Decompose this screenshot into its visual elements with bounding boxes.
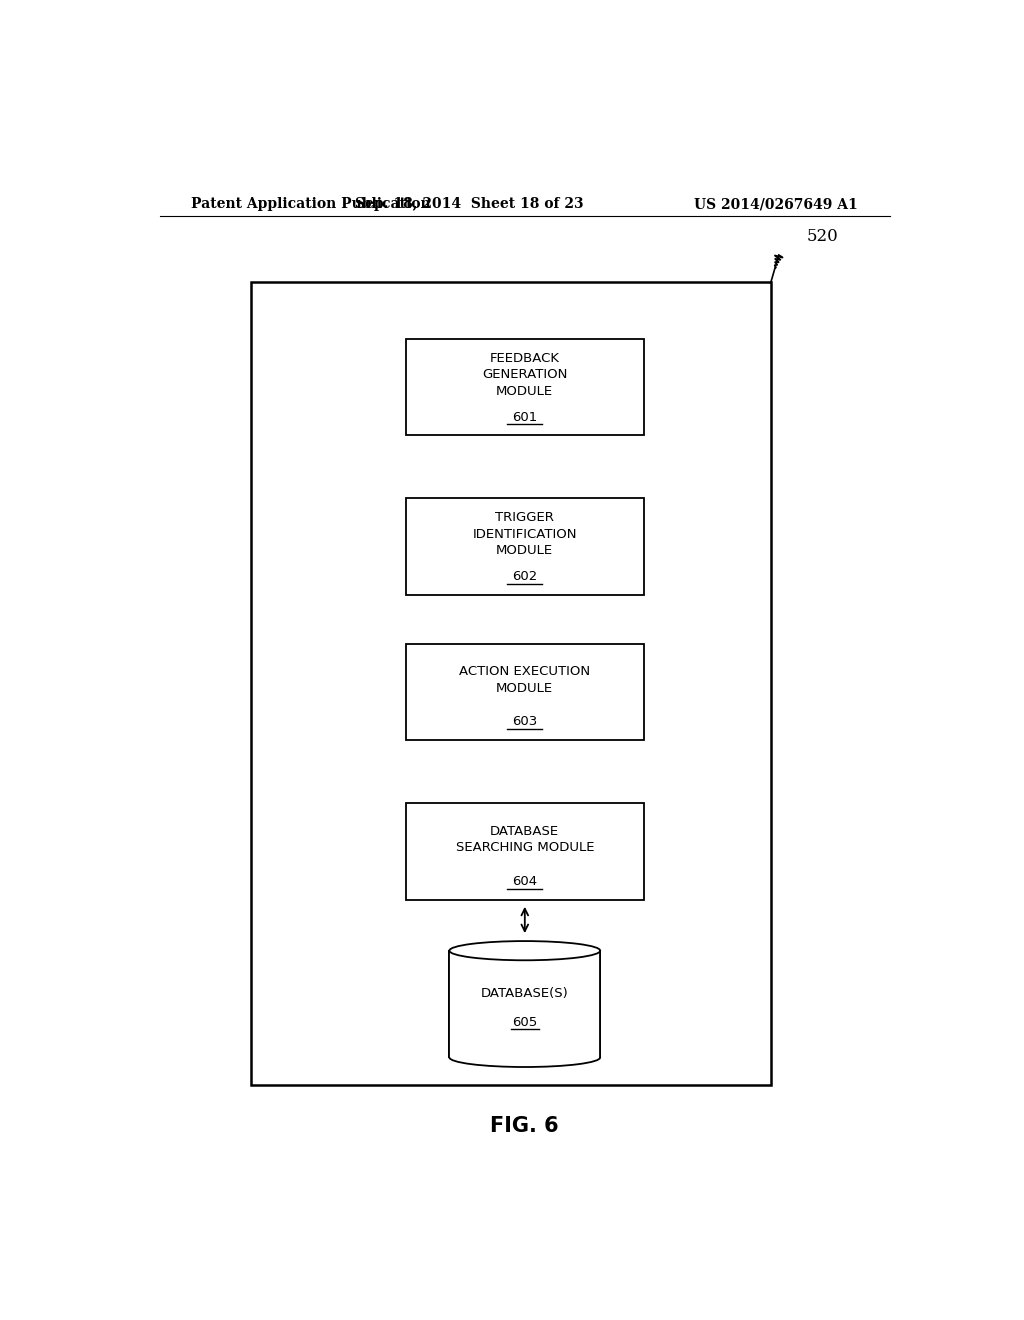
- Ellipse shape: [450, 941, 600, 960]
- FancyBboxPatch shape: [406, 804, 644, 900]
- Text: DATABASE
SEARCHING MODULE: DATABASE SEARCHING MODULE: [456, 825, 594, 854]
- Text: ACTION EXECUTION
MODULE: ACTION EXECUTION MODULE: [459, 665, 591, 694]
- Text: 601: 601: [512, 411, 538, 424]
- Text: DATABASE(S): DATABASE(S): [481, 987, 568, 1001]
- Text: 602: 602: [512, 570, 538, 583]
- FancyBboxPatch shape: [406, 644, 644, 741]
- Text: Patent Application Publication: Patent Application Publication: [191, 197, 431, 211]
- FancyBboxPatch shape: [251, 282, 771, 1085]
- Text: US 2014/0267649 A1: US 2014/0267649 A1: [694, 197, 858, 211]
- Text: 605: 605: [512, 1016, 538, 1028]
- FancyBboxPatch shape: [450, 950, 600, 1057]
- Text: FIG. 6: FIG. 6: [490, 1115, 559, 1137]
- Text: 520: 520: [807, 228, 839, 246]
- Text: Sep. 18, 2014  Sheet 18 of 23: Sep. 18, 2014 Sheet 18 of 23: [355, 197, 584, 211]
- FancyBboxPatch shape: [406, 339, 644, 436]
- Text: TRIGGER
IDENTIFICATION
MODULE: TRIGGER IDENTIFICATION MODULE: [472, 511, 578, 557]
- Text: FEEDBACK
GENERATION
MODULE: FEEDBACK GENERATION MODULE: [482, 352, 567, 397]
- Text: 604: 604: [512, 875, 538, 888]
- Text: 603: 603: [512, 715, 538, 729]
- FancyBboxPatch shape: [406, 499, 644, 595]
